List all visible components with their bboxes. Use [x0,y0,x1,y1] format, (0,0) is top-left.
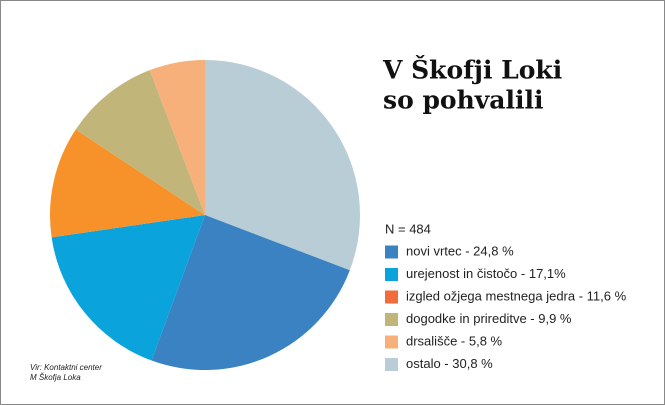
pie-slice [51,215,206,361]
pie-slice [149,60,205,215]
legend-swatch [385,313,398,326]
legend-label: urejenost in čistočo - 17,1% [406,266,566,281]
legend-label: novi vrtec - 24,8 % [406,243,514,258]
source: Vir: Kontaktni center [30,363,102,372]
pie-slice [205,60,360,271]
legend-label: izgled ožjega mestnega jedra - 11,6 % [406,288,627,303]
legend-swatch [385,358,398,371]
legend-label: dogodke in prireditve - 9,9 % [406,311,572,326]
pie-slice [151,215,350,370]
legend-label: ostalo - 30,8 % [406,356,493,371]
legend-swatch [385,268,398,281]
legend-swatch [385,335,398,349]
legend-swatch [385,245,398,259]
source: M Škofja Loka [30,373,81,382]
chart-title: V Škofji Loki [382,56,562,85]
chart-title: so pohvalili [383,86,544,115]
legend-label: drsališče - 5,8 % [406,333,503,348]
sample-size: N = 484 [385,221,431,236]
pie-slice [49,129,205,238]
pie-slice [75,70,206,215]
legend-swatch [385,290,398,304]
